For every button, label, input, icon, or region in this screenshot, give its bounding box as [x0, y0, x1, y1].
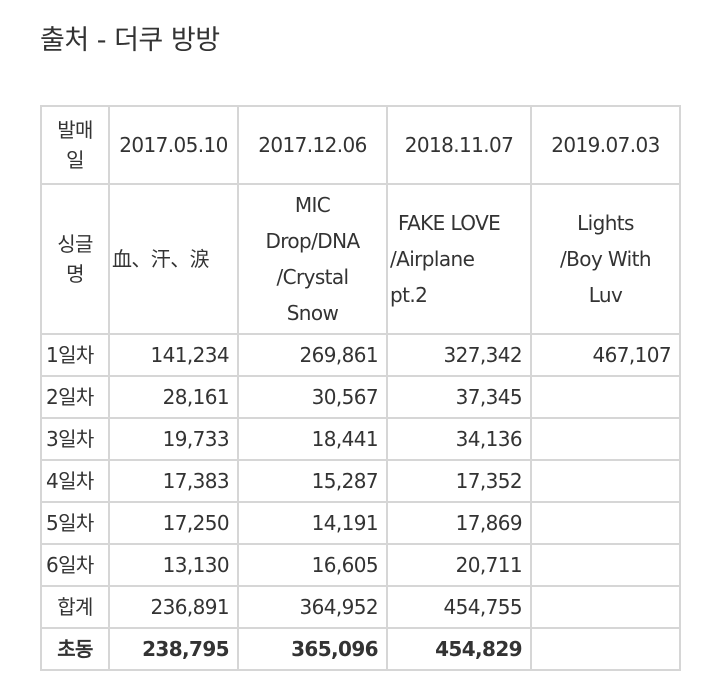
sales-cell — [530, 543, 681, 587]
release-date-cell: 2017.12.06 — [237, 105, 388, 185]
sales-cell: 467,107 — [530, 333, 681, 377]
release-date-cell: 2018.11.07 — [386, 105, 532, 185]
sales-cell: 17,250 — [108, 501, 239, 545]
single-name-cell: Lights/Boy With Luv — [530, 183, 681, 335]
sales-cell — [530, 417, 681, 461]
sales-cell: 17,383 — [108, 459, 239, 503]
first-week-cell: 238,795 — [108, 627, 239, 671]
row-label: 2일차 — [40, 375, 110, 419]
table-row: 6일차 13,130 16,605 20,711 — [40, 543, 681, 587]
row-label: 1일차 — [40, 333, 110, 377]
sales-cell: 13,130 — [108, 543, 239, 587]
total-cell: 364,952 — [237, 585, 388, 629]
sales-cell: 16,605 — [237, 543, 388, 587]
sales-cell: 18,441 — [237, 417, 388, 461]
single-name-cell: FAKE LOVE/Airplane pt.2 — [386, 183, 532, 335]
page-title: 출처 - 더쿠 방방 — [40, 25, 220, 56]
sales-cell: 34,136 — [386, 417, 532, 461]
release-date-cell: 2017.05.10 — [108, 105, 239, 185]
sales-cell: 14,191 — [237, 501, 388, 545]
row-label: 4일차 — [40, 459, 110, 503]
first-week-row: 초동 238,795 365,096 454,829 — [40, 627, 681, 671]
table-row: 4일차 17,383 15,287 17,352 — [40, 459, 681, 503]
first-week-sales-table: 발매 일 2017.05.10 2017.12.06 2018.11.07 201… — [40, 105, 681, 671]
total-cell: 236,891 — [108, 585, 239, 629]
row-label: 3일차 — [40, 417, 110, 461]
first-week-cell — [530, 627, 681, 671]
table-row: 2일차 28,161 30,567 37,345 — [40, 375, 681, 419]
release-date-row: 발매 일 2017.05.10 2017.12.06 2018.11.07 201… — [40, 105, 681, 185]
sales-cell: 19,733 — [108, 417, 239, 461]
single-name-row: 싱글 명 血、汗、涙 MIC Drop/DNA/Crystal Snow FAKE L… — [40, 183, 681, 335]
sales-cell: 141,234 — [108, 333, 239, 377]
sales-cell: 17,869 — [386, 501, 532, 545]
single-name-header: 싱글 명 — [40, 183, 110, 335]
table-row: 1일차 141,234 269,861 327,342 467,107 — [40, 333, 681, 377]
first-week-cell: 454,829 — [386, 627, 532, 671]
release-date-cell: 2019.07.03 — [530, 105, 681, 185]
row-label: 6일차 — [40, 543, 110, 587]
row-label: 초동 — [40, 627, 110, 671]
sales-cell: 28,161 — [108, 375, 239, 419]
sales-cell: 37,345 — [386, 375, 532, 419]
sales-cell — [530, 459, 681, 503]
table-row: 3일차 19,733 18,441 34,136 — [40, 417, 681, 461]
sales-cell — [530, 375, 681, 419]
sales-cell: 17,352 — [386, 459, 532, 503]
single-name-cell: MIC Drop/DNA/Crystal Snow — [237, 183, 388, 335]
first-week-cell: 365,096 — [237, 627, 388, 671]
sales-cell — [530, 501, 681, 545]
row-label: 5일차 — [40, 501, 110, 545]
table-row: 5일차 17,250 14,191 17,869 — [40, 501, 681, 545]
release-date-header: 발매 일 — [40, 105, 110, 185]
sales-cell: 269,861 — [237, 333, 388, 377]
sales-cell: 20,711 — [386, 543, 532, 587]
sales-cell: 15,287 — [237, 459, 388, 503]
total-cell: 454,755 — [386, 585, 532, 629]
sales-cell: 30,567 — [237, 375, 388, 419]
total-row: 합계 236,891 364,952 454,755 — [40, 585, 681, 629]
single-name-cell: 血、汗、涙 — [108, 183, 239, 335]
row-label: 합계 — [40, 585, 110, 629]
sales-cell: 327,342 — [386, 333, 532, 377]
total-cell — [530, 585, 681, 629]
